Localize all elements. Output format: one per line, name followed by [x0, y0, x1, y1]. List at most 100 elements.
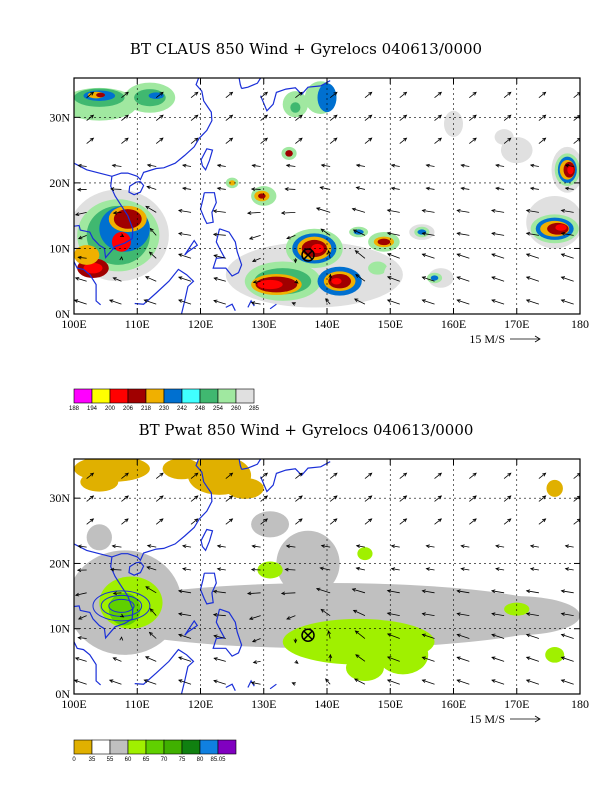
- wind-vector: [399, 137, 407, 144]
- wind-vector-head: [284, 567, 289, 572]
- wind-vector: [329, 472, 338, 479]
- wind-vector: [356, 545, 366, 548]
- wind-vector: [526, 253, 540, 259]
- wind-vector: [387, 232, 400, 236]
- wind-vector-head: [298, 472, 303, 477]
- colorbar-label: 35: [89, 757, 96, 763]
- wind-vector-head: [148, 251, 153, 256]
- wind-vector-head: [560, 679, 566, 683]
- wind-vector-head: [124, 114, 129, 119]
- coastline: [247, 679, 255, 688]
- wind-vector: [251, 302, 261, 305]
- wind-vector: [457, 232, 470, 236]
- wind-vector: [112, 545, 122, 548]
- wind-vector-head: [495, 163, 500, 168]
- wind-vector: [112, 164, 122, 167]
- wind-vector-head: [456, 253, 461, 257]
- wind-vector-head: [386, 589, 392, 593]
- wind-vector-head: [560, 633, 566, 638]
- wind-vector-head: [216, 163, 222, 168]
- wind-vector: [247, 211, 261, 214]
- pwat-map-panel: 100E 110E 120E 130E 140E 150E 160E 170E 180 0N 10N…: [49, 458, 589, 726]
- wind-vector-head: [248, 236, 254, 240]
- wind-vector: [182, 545, 192, 548]
- wind-vector: [320, 609, 331, 616]
- wind-vector-head: [386, 253, 392, 257]
- colorbar-label: 194: [87, 406, 98, 412]
- wind-vector: [355, 630, 366, 639]
- wind-vector-head: [194, 137, 199, 142]
- wind-vector-head: [421, 589, 426, 594]
- wind-vector-head: [216, 567, 222, 572]
- wind-vector: [422, 679, 435, 685]
- wind-vector: [74, 299, 87, 305]
- wind-vector-head: [74, 212, 80, 216]
- wind-vector-head: [89, 137, 95, 142]
- wind-vector-head: [263, 114, 269, 119]
- wind-vector-head: [333, 472, 338, 477]
- x-tick-label: 130E: [251, 697, 276, 711]
- wind-vector: [364, 137, 372, 144]
- colorbar-swatch: [217, 739, 237, 755]
- colorbar-label: 260: [231, 406, 242, 412]
- coastline: [238, 78, 243, 89]
- shaded-region: [555, 224, 567, 231]
- y-tick-label: 30N: [49, 110, 70, 124]
- wind-vector: [422, 656, 435, 662]
- wind-vector-head: [437, 518, 443, 523]
- wind-vector-head: [325, 678, 330, 683]
- colorbar-label: 218: [141, 406, 152, 412]
- wind-vector: [434, 472, 442, 479]
- colorbar-label: 254: [213, 406, 224, 412]
- wind-vector-head: [456, 276, 461, 280]
- wind-vector: [364, 472, 372, 479]
- shaded-region: [113, 209, 142, 229]
- wind-vector-head: [291, 302, 296, 306]
- colorbar-swatch: [235, 388, 255, 404]
- wind-vector-head: [109, 567, 115, 572]
- wind-vector-head: [560, 656, 566, 661]
- wind-vector-head: [368, 91, 373, 96]
- wind-vector-head: [250, 187, 256, 191]
- wind-vector: [252, 638, 261, 643]
- wind-vector-head: [252, 280, 258, 284]
- wind-vector-head: [74, 299, 79, 303]
- wind-vector-head: [507, 137, 512, 142]
- wind-vector-head: [491, 253, 496, 257]
- colorbar-label: 80: [197, 757, 204, 763]
- wind-vector: [146, 566, 157, 571]
- wind-vector-head: [213, 657, 218, 661]
- wind-vector-head: [327, 630, 331, 635]
- wind-vector-head: [560, 612, 566, 617]
- wind-vector: [573, 115, 580, 121]
- y-tick-label: 10N: [49, 622, 70, 636]
- colorbar-swatch: [91, 388, 111, 404]
- wind-vector: [86, 137, 94, 144]
- gyre-marker-cross: [303, 630, 313, 640]
- colorbar-label: 70: [161, 757, 168, 763]
- wind-vector: [364, 114, 372, 121]
- wind-vector-head: [386, 656, 392, 660]
- wind-vector: [286, 615, 296, 620]
- wind-vector-head: [111, 163, 116, 168]
- wind-vector: [328, 250, 331, 259]
- wind-vector: [295, 91, 303, 98]
- gyre-location-marker: [301, 248, 315, 262]
- wind-vector-head: [178, 679, 183, 683]
- wind-vector: [387, 656, 400, 662]
- wind-vector: [144, 299, 157, 305]
- colorbar-label: 230: [159, 406, 170, 412]
- wind-vector: [491, 656, 505, 662]
- x-tick-label: 140E: [314, 317, 339, 331]
- wind-vector-head: [284, 187, 289, 191]
- x-tick-label: 120E: [188, 697, 213, 711]
- wind-vector: [561, 613, 574, 617]
- wind-vector: [281, 211, 296, 214]
- wind-vector-head: [368, 518, 373, 523]
- wind-vector-head: [248, 616, 254, 620]
- wind-vector-head: [351, 588, 356, 592]
- wind-vector-head: [491, 299, 496, 303]
- shaded-region: [494, 129, 514, 145]
- wind-vector-head: [77, 616, 83, 620]
- wind-vector-head: [77, 544, 82, 549]
